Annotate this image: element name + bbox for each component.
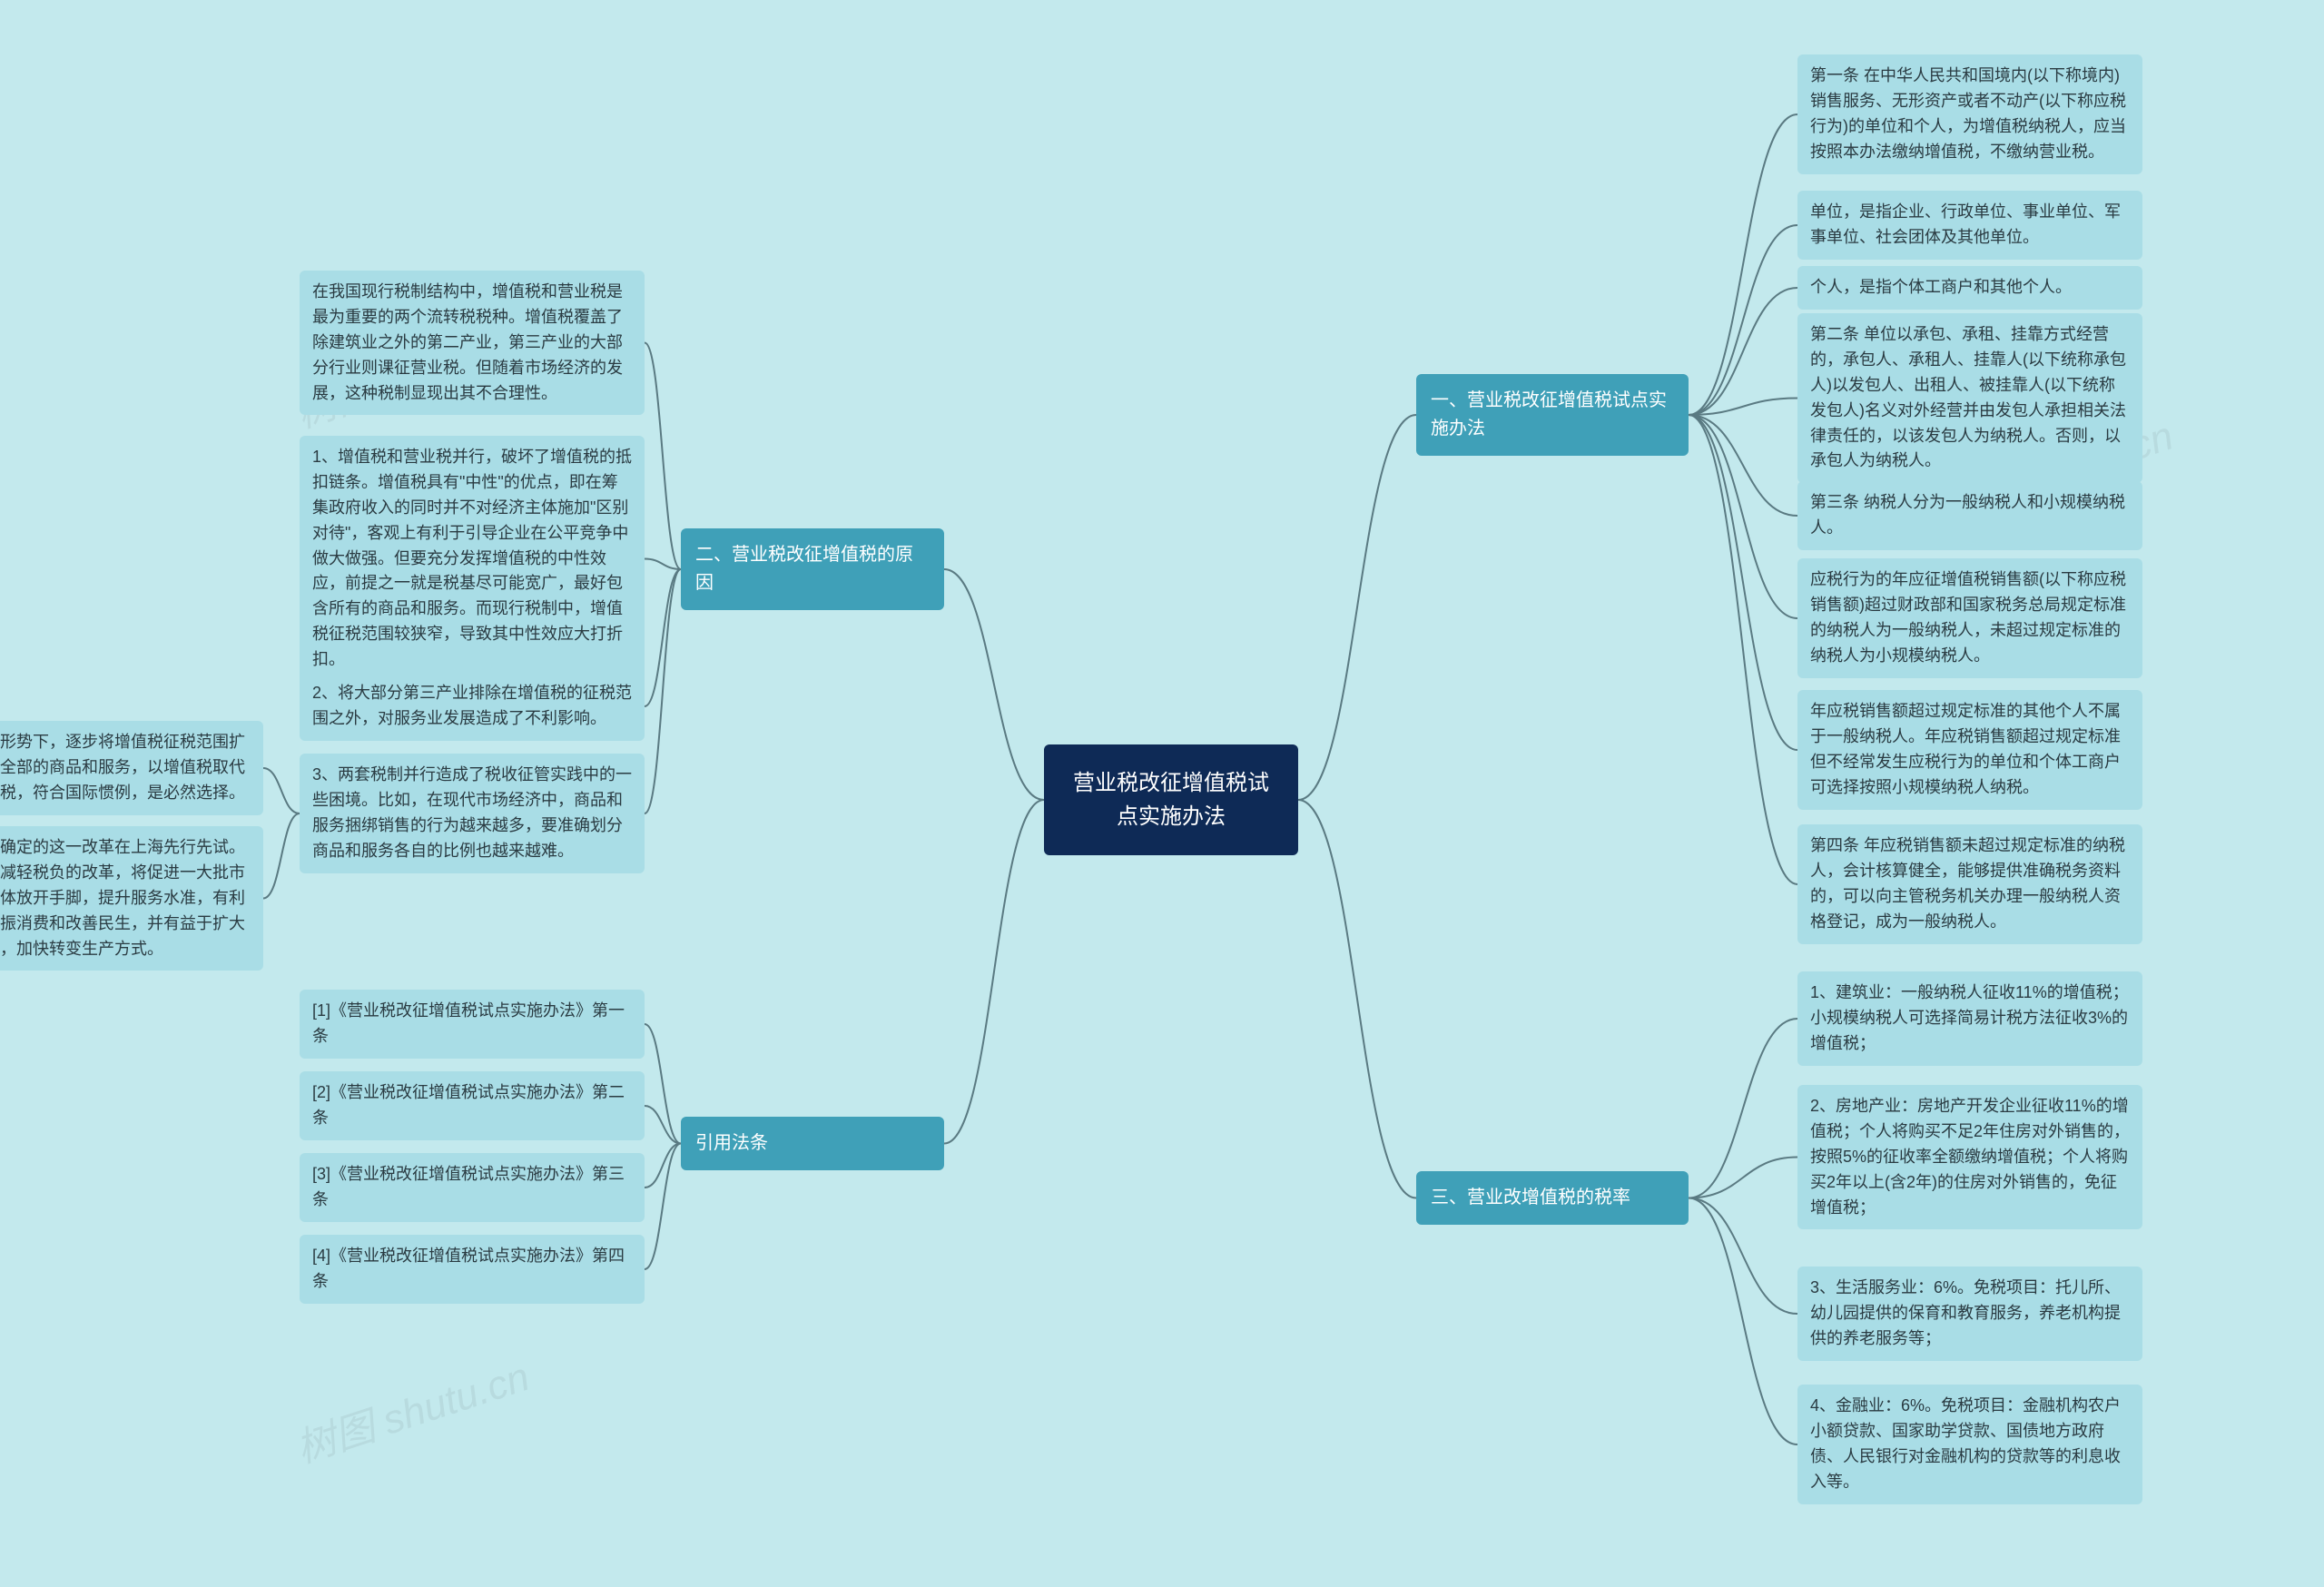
leaf-node: 年应税销售额超过规定标准的其他个人不属于一般纳税人。年应税销售额超过规定标准但不…	[1797, 690, 2142, 810]
leaf-node: [4]《营业税改征增值税试点实施办法》第四条	[300, 1235, 645, 1304]
leaf-node: 第一条 在中华人民共和国境内(以下称境内)销售服务、无形资产或者不动产(以下称应…	[1797, 54, 2142, 174]
leaf-node: 3、生活服务业：6%。免税项目：托儿所、幼儿园提供的保育和教育服务，养老机构提供…	[1797, 1267, 2142, 1361]
branch-node: 一、营业税改征增值税试点实施办法	[1416, 374, 1689, 456]
branch-node: 三、营业改增值税的税率	[1416, 1171, 1689, 1225]
leaf-node: 在我国现行税制结构中，增值税和营业税是最为重要的两个流转税税种。增值税覆盖了除建…	[300, 271, 645, 415]
leaf-node: 应税行为的年应征增值税销售额(以下称应税销售额)超过财政部和国家税务总局规定标准…	[1797, 558, 2142, 678]
leaf-node: 第四条 年应税销售额未超过规定标准的纳税人，会计核算健全，能够提供准确税务资料的…	[1797, 824, 2142, 944]
leaf-node: 个人，是指个体工商户和其他个人。	[1797, 266, 2142, 310]
leaf-node: 单位，是指企业、行政单位、事业单位、军事单位、社会团体及其他单位。	[1797, 191, 2142, 260]
leaf-node: 2、房地产业：房地产开发企业征收11%的增值税；个人将购买不足2年住房对外销售的…	[1797, 1085, 2142, 1229]
leaf-node: 1、建筑业：一般纳税人征收11%的增值税；小规模纳税人可选择简易计税方法征收3%…	[1797, 971, 2142, 1066]
leaf-node: 第二条 单位以承包、承租、挂靠方式经营的，承包人、承租人、挂靠人(以下统称承包人…	[1797, 313, 2142, 483]
leaf-node: [2]《营业税改征增值税试点实施办法》第二条	[300, 1071, 645, 1140]
branch-node: 二、营业税改征增值税的原因	[681, 528, 944, 610]
leaf-node: 3、两套税制并行造成了税收征管实践中的一些困境。比如，在现代市场经济中，商品和服…	[300, 754, 645, 873]
leaf-node: 4、金融业：6%。免税项目：金融机构农户小额贷款、国家助学贷款、国债地方政府债、…	[1797, 1385, 2142, 1504]
leaf-node: 1、增值税和营业税并行，破坏了增值税的抵扣链条。增值税具有"中性"的优点，即在筹…	[300, 436, 645, 682]
leaf-node: 第三条 纳税人分为一般纳税人和小规模纳税人。	[1797, 481, 2142, 550]
root-node: 营业税改征增值税试点实施办法	[1044, 744, 1298, 855]
leaf-node: 2、将大部分第三产业排除在增值税的征税范围之外，对服务业发展造成了不利影响。	[300, 672, 645, 741]
leaf-node: [3]《营业税改征增值税试点实施办法》第三条	[300, 1153, 645, 1222]
leaf-node: [1]《营业税改征增值税试点实施办法》第一条	[300, 990, 645, 1059]
branch-node: 引用法条	[681, 1117, 944, 1170]
leaf-node: 现已确定的这一改革在上海先行先试。这一减轻税负的改革，将促进一大批市场主体放开手…	[0, 826, 263, 971]
leaf-node: 在新形势下，逐步将增值税征税范围扩大至全部的商品和服务，以增值税取代营业税，符合…	[0, 721, 263, 815]
watermark: 树图 shutu.cn	[288, 1344, 536, 1474]
